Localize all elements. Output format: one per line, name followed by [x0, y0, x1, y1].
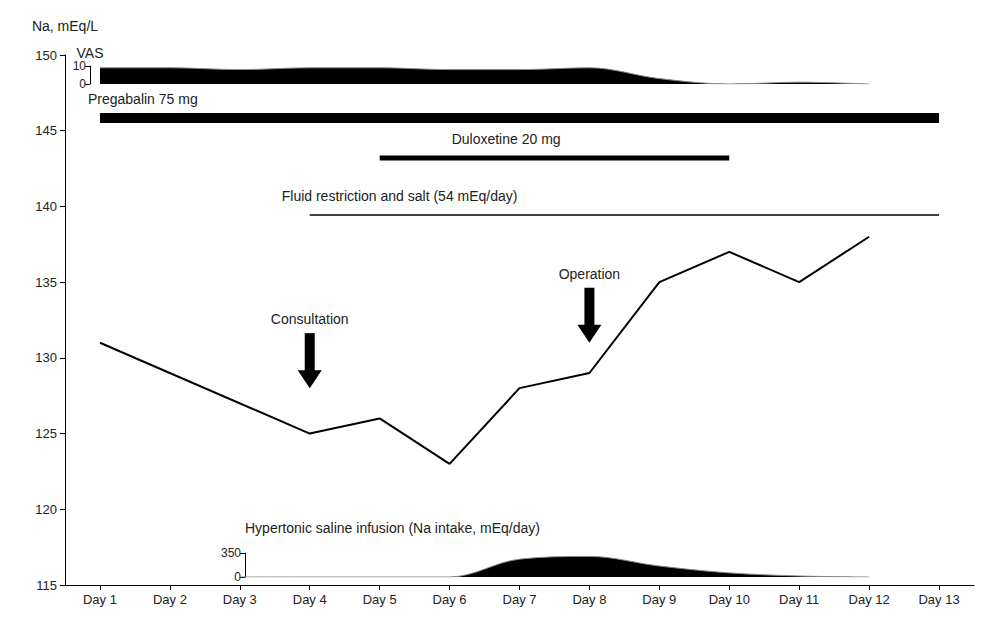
- svg-text:0: 0: [234, 570, 241, 584]
- svg-text:Consultation: Consultation: [271, 311, 349, 327]
- svg-text:140: 140: [35, 199, 57, 214]
- svg-text:Pregabalin 75 mg: Pregabalin 75 mg: [88, 91, 198, 107]
- svg-text:120: 120: [35, 502, 57, 517]
- svg-text:Operation: Operation: [559, 266, 620, 282]
- svg-text:Day 12: Day 12: [849, 592, 890, 607]
- svg-text:Fluid restriction and salt (54: Fluid restriction and salt (54 mEq/day): [282, 188, 518, 204]
- svg-text:Na, mEq/L: Na, mEq/L: [32, 18, 98, 34]
- svg-text:130: 130: [35, 350, 57, 365]
- svg-text:350: 350: [221, 546, 241, 560]
- svg-text:115: 115: [36, 578, 57, 593]
- svg-text:145: 145: [35, 123, 57, 138]
- svg-text:125: 125: [35, 426, 57, 441]
- svg-text:Day 3: Day 3: [223, 592, 257, 607]
- svg-text:Day 7: Day 7: [503, 592, 537, 607]
- svg-text:Duloxetine 20 mg: Duloxetine 20 mg: [452, 131, 561, 147]
- svg-text:Day 8: Day 8: [572, 592, 606, 607]
- svg-text:150: 150: [35, 48, 57, 63]
- svg-text:Day 10: Day 10: [709, 592, 750, 607]
- svg-text:Day 5: Day 5: [363, 592, 397, 607]
- svg-text:0: 0: [79, 77, 86, 91]
- svg-text:Hypertonic saline infusion (Na: Hypertonic saline infusion (Na intake, m…: [245, 520, 540, 536]
- svg-text:Day 1: Day 1: [83, 592, 117, 607]
- svg-text:Day 2: Day 2: [153, 592, 187, 607]
- svg-text:Day 6: Day 6: [433, 592, 467, 607]
- svg-text:Day 11: Day 11: [779, 592, 819, 607]
- svg-text:135: 135: [35, 275, 57, 290]
- svg-text:Day 9: Day 9: [642, 592, 676, 607]
- svg-text:Day 4: Day 4: [293, 592, 327, 607]
- svg-text:VAS: VAS: [76, 45, 104, 61]
- svg-text:Day 13: Day 13: [918, 592, 959, 607]
- svg-text:10: 10: [73, 59, 87, 73]
